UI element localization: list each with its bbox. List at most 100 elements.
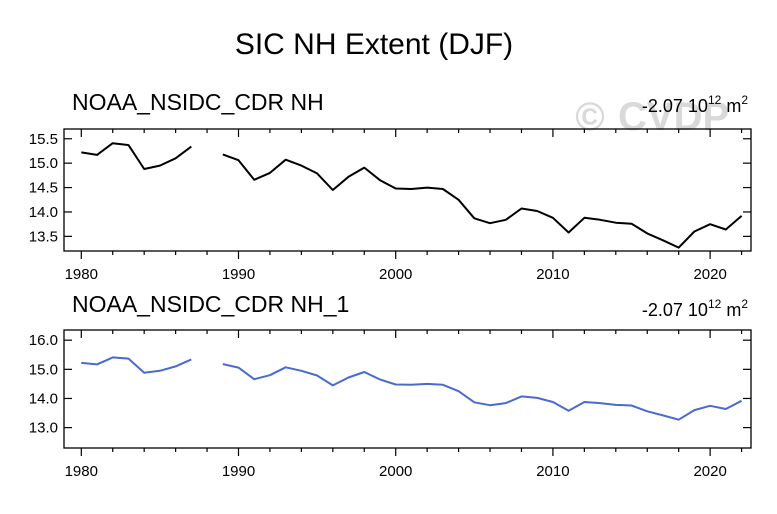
data-point xyxy=(175,365,177,367)
trend-text: -2.07 10 xyxy=(642,300,708,320)
data-point xyxy=(143,168,145,170)
data-point xyxy=(473,217,475,219)
trend-exponent: 12 xyxy=(708,297,722,311)
data-point xyxy=(520,395,522,397)
data-point xyxy=(426,383,428,385)
panel-top: NOAA_NSIDC_CDR NH -2.07 1012 m2 13.5 14.0 14… xyxy=(29,89,752,283)
series-line xyxy=(81,356,743,421)
data-point xyxy=(473,401,475,403)
data-point xyxy=(646,410,648,412)
y-tick-label: 14.5 xyxy=(29,180,58,197)
data-point xyxy=(269,172,271,174)
data-point xyxy=(741,215,743,217)
data-point xyxy=(316,172,318,174)
data-point xyxy=(693,409,695,411)
data-point xyxy=(725,408,727,410)
data-point xyxy=(80,362,82,364)
data-point xyxy=(127,358,129,360)
data-point xyxy=(285,366,287,368)
x-tick-label: 2010 xyxy=(536,463,569,480)
data-point xyxy=(379,179,381,181)
data-point xyxy=(175,157,177,159)
y-tick-label: 15.0 xyxy=(29,361,58,378)
data-point xyxy=(363,371,365,373)
data-point xyxy=(536,210,538,212)
data-point xyxy=(599,402,601,404)
x-tick-label: 1990 xyxy=(222,266,255,283)
data-point xyxy=(190,146,192,148)
data-point xyxy=(127,144,129,146)
y-tick-label: 16.0 xyxy=(29,332,58,349)
data-point xyxy=(615,222,617,224)
data-point xyxy=(583,217,585,219)
data-point xyxy=(348,376,350,378)
copyright-icon: © xyxy=(575,95,604,139)
data-point xyxy=(489,222,491,224)
data-point xyxy=(222,363,224,365)
data-point xyxy=(599,219,601,221)
y-tick-label: 13.5 xyxy=(29,228,58,245)
data-point xyxy=(442,384,444,386)
figure-title: SIC NH Extent (DJF) xyxy=(235,28,513,61)
panel-title: NOAA_NSIDC_CDR NH xyxy=(72,89,324,115)
data-point xyxy=(709,223,711,225)
plot-frame xyxy=(63,128,752,252)
data-point xyxy=(332,384,334,386)
data-point xyxy=(96,363,98,365)
data-point xyxy=(80,151,82,153)
data-point xyxy=(300,370,302,372)
data-point xyxy=(159,165,161,167)
data-point xyxy=(238,159,240,161)
x-tick-label: 1980 xyxy=(65,463,98,480)
data-point xyxy=(536,397,538,399)
data-point xyxy=(583,401,585,403)
data-point xyxy=(410,188,412,190)
data-point xyxy=(300,165,302,167)
data-point xyxy=(316,374,318,376)
plot-frame xyxy=(63,329,752,449)
data-point xyxy=(410,384,412,386)
data-point xyxy=(646,232,648,234)
data-point xyxy=(442,188,444,190)
data-point xyxy=(631,404,633,406)
y-tick-label: 13.0 xyxy=(29,420,58,437)
data-point xyxy=(631,223,633,225)
y-tick-label: 14.0 xyxy=(29,204,58,221)
data-point xyxy=(662,239,664,241)
data-point xyxy=(253,179,255,181)
trend-exponent: 2 xyxy=(741,93,748,107)
data-point xyxy=(615,404,617,406)
data-point xyxy=(489,404,491,406)
data-point xyxy=(395,188,397,190)
data-point xyxy=(143,372,145,374)
data-point xyxy=(693,230,695,232)
x-tick-label: 2000 xyxy=(379,463,412,480)
data-point xyxy=(552,401,554,403)
data-point xyxy=(458,199,460,201)
data-point xyxy=(222,153,224,155)
data-point xyxy=(253,378,255,380)
data-point xyxy=(552,217,554,219)
y-tick-label: 15.5 xyxy=(29,131,58,148)
data-point xyxy=(741,400,743,402)
data-point xyxy=(348,176,350,178)
data-point xyxy=(395,383,397,385)
data-point xyxy=(159,370,161,372)
data-point xyxy=(520,208,522,210)
y-tick-label: 15.0 xyxy=(29,155,58,172)
x-tick-label: 1980 xyxy=(65,266,98,283)
data-point xyxy=(678,419,680,421)
y-tick-label: 14.0 xyxy=(29,390,58,407)
data-point xyxy=(379,379,381,381)
data-point xyxy=(285,159,287,161)
data-point xyxy=(458,390,460,392)
trend-text: -2.07 10 xyxy=(642,96,708,116)
x-tick-label: 2000 xyxy=(379,266,412,283)
data-point xyxy=(96,154,98,156)
data-point xyxy=(112,142,114,144)
trend-exponent: 2 xyxy=(741,297,748,311)
panel-title: NOAA_NSIDC_CDR NH_1 xyxy=(72,291,349,317)
data-point xyxy=(662,414,664,416)
data-point xyxy=(426,187,428,189)
